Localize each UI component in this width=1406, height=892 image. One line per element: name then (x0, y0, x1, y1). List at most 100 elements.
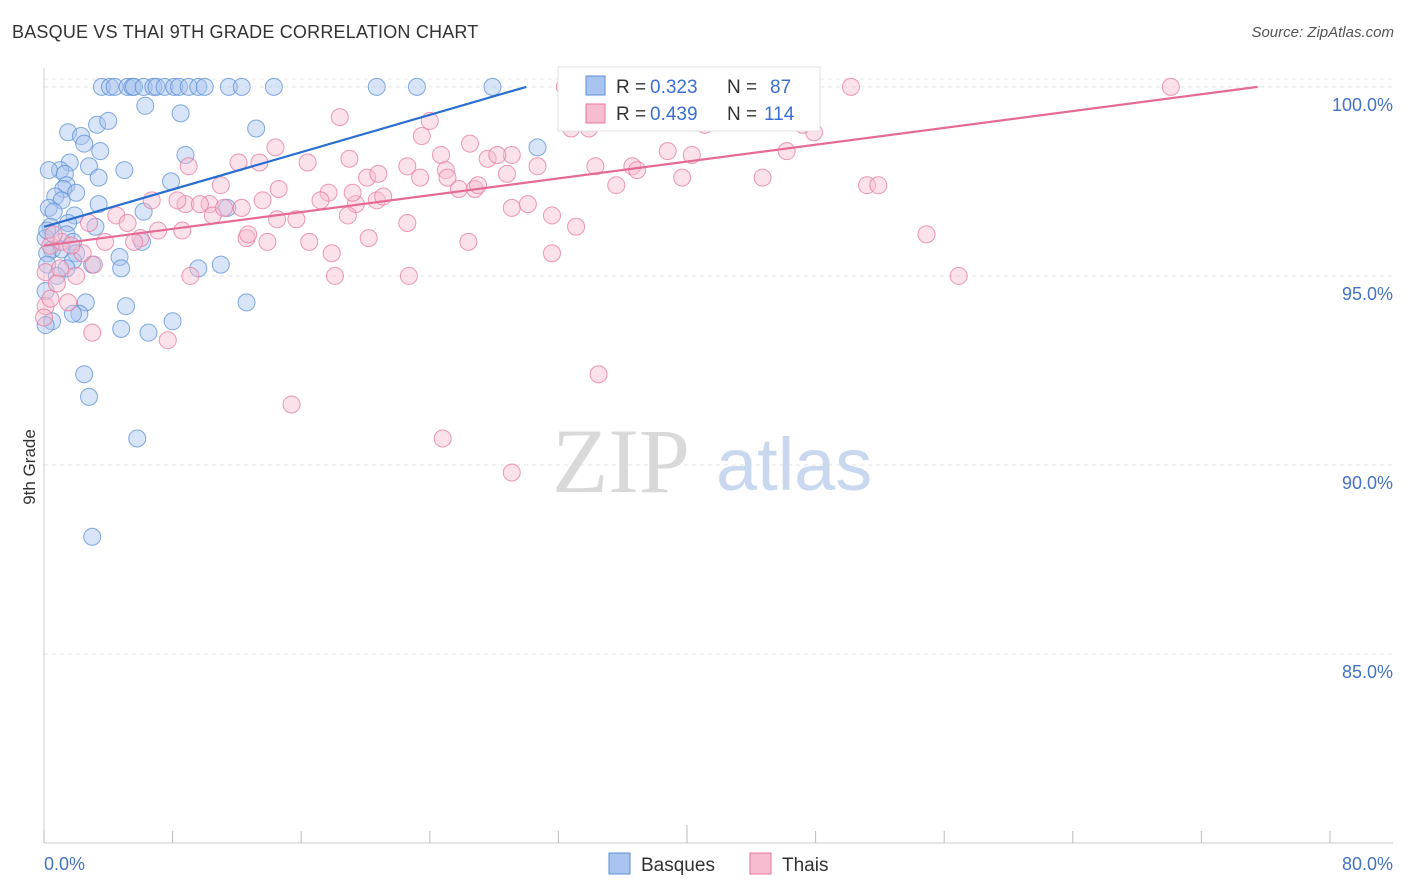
thais-point-109 (673, 168, 692, 187)
legend-swatch-thais (585, 103, 606, 124)
basques-point-24 (171, 104, 190, 123)
thais-point-12 (412, 127, 431, 146)
legend-n-value-thais: 114 (764, 104, 795, 125)
legend-r-label-basques: R = (616, 77, 646, 98)
basques-point-12 (179, 77, 198, 96)
basques-point-22 (88, 115, 107, 134)
thais-point-37 (411, 168, 430, 187)
thais-point-94 (239, 225, 258, 244)
thais-point-6 (1161, 77, 1180, 96)
basques-point-76 (139, 323, 158, 342)
thais-point-73 (51, 259, 70, 278)
axes (43, 68, 1393, 844)
basques-point-74 (36, 316, 55, 335)
thais-point-16 (432, 145, 451, 164)
basques-point-36 (89, 168, 108, 187)
thais-point-75 (84, 255, 103, 274)
basques-point-21 (136, 96, 155, 115)
legend-r-label-thais: R = (616, 104, 646, 125)
thais-point-61 (80, 214, 99, 232)
basques-point-79 (80, 387, 99, 406)
thais-point-17 (478, 149, 497, 168)
thais-point-27 (436, 161, 455, 180)
thais-point-18 (502, 145, 521, 164)
thais-point-78 (399, 266, 418, 285)
thais-point-66 (300, 232, 319, 251)
basques-point-2 (105, 77, 124, 96)
thais-point-57 (398, 214, 417, 232)
x-tick-label-max: 80.0% (1342, 854, 1393, 874)
basques-point-18 (367, 77, 386, 96)
legend-r-value-basques: 0.323 (650, 77, 698, 98)
thais-point-76 (181, 266, 200, 285)
thais-point-44 (253, 191, 272, 210)
basques-point-84 (528, 138, 547, 157)
basques-point-31 (60, 153, 79, 172)
thais-point-64 (173, 221, 192, 240)
thais-point-89 (502, 463, 521, 482)
thais-point-33 (269, 179, 288, 198)
y-tick-label-2: 95.0% (1342, 284, 1393, 304)
y-tick-label-1: 90.0% (1342, 473, 1393, 493)
basques-point-80 (128, 429, 147, 448)
basques-point-69 (116, 297, 135, 316)
thais-point-103 (125, 232, 144, 251)
basques-point-70 (237, 293, 256, 312)
thais-point-30 (682, 145, 701, 164)
trend-lines (43, 85, 1258, 247)
thais-point-20 (298, 153, 317, 172)
watermark-atlas: atlas (716, 423, 872, 506)
basques-point-75 (112, 319, 131, 338)
thais-point-106 (369, 164, 388, 183)
basques-point-1 (100, 77, 119, 96)
thais-point-50 (542, 206, 561, 225)
thais-point-49 (502, 198, 521, 217)
thais-point-23 (586, 157, 605, 176)
basques-point-28 (75, 134, 94, 153)
basques-point-43 (89, 195, 108, 214)
legend-bottom-swatch-basques (608, 852, 631, 875)
thais-point-52 (118, 214, 137, 232)
basques-point-17 (264, 77, 283, 96)
basques-point-25 (247, 119, 266, 138)
y-tick-label-3: 100.0% (1332, 95, 1393, 115)
basques-point-5 (125, 77, 144, 96)
thais-point-45 (311, 191, 330, 210)
basques-point-10 (165, 77, 184, 96)
thais-point-77 (325, 266, 344, 285)
basques-point-19 (407, 77, 426, 96)
thais-point-35 (211, 176, 230, 195)
y-tick-label-0: 85.0% (1342, 662, 1393, 682)
basques-point-78 (75, 365, 94, 384)
source-label: Source: ZipAtlas.com (1251, 24, 1394, 41)
basques-point-9 (155, 77, 174, 96)
basques-point-15 (219, 77, 238, 96)
thais-point-55 (268, 210, 287, 229)
thais-point-110 (190, 195, 209, 214)
chart-title: BASQUE VS THAI 9TH GRADE CORRELATION CHA… (12, 22, 479, 42)
thais-point-90 (658, 142, 677, 161)
thais-point-28 (497, 164, 516, 183)
basques-point-72 (63, 304, 82, 323)
legend-bottom-label-basques: Basques (641, 855, 715, 876)
legend-swatch-basques (585, 75, 606, 96)
legend-r-value-thais: 0.439 (650, 104, 698, 125)
thais-point-42 (200, 195, 219, 214)
basques-point-23 (99, 111, 118, 130)
thais-point-96 (438, 168, 457, 187)
legend-bottom-label-thais: Thais (782, 855, 828, 876)
thais-point-82 (59, 293, 78, 312)
thais-point-112 (47, 274, 66, 293)
thais-point-67 (322, 244, 341, 263)
thais-point-104 (215, 198, 234, 217)
basques-point-14 (195, 77, 214, 96)
basques-point-11 (170, 77, 189, 96)
basques-point-30 (176, 145, 195, 164)
trend-line-thais (43, 85, 1258, 247)
thais-point-84 (83, 323, 102, 342)
thais-point-111 (258, 232, 277, 251)
basques-point-81 (83, 527, 102, 546)
watermark-zip: ZIP (552, 410, 690, 512)
trend-line-basques (43, 85, 527, 228)
thais-point-87 (589, 365, 608, 384)
